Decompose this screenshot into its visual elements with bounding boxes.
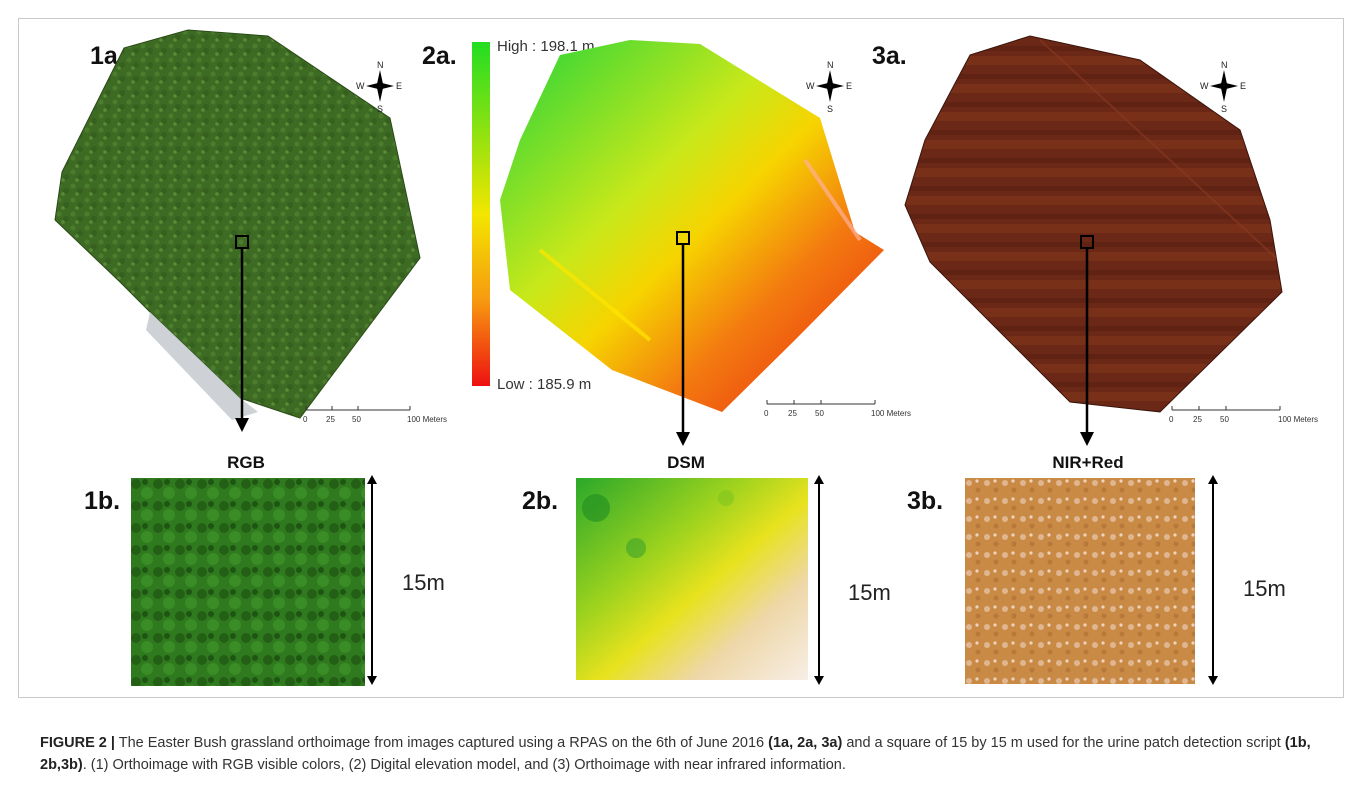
scale-tick-100: 100 Meters [1278,415,1319,424]
panel-label-3a: 3a. [872,42,907,70]
subpanel-title-rgb: RGB [227,453,265,472]
svg-text:E: E [1240,81,1246,91]
figure-label: FIGURE 2 | [40,735,115,751]
scale-tick-25: 25 [1193,415,1202,424]
compass-rose-icon: N S W E [1200,60,1246,114]
scale-bar-2a [766,400,876,405]
nir-orthoimage-map [904,35,1283,446]
caption-text-3: . (1) Orthoimage with RGB visible colors… [82,757,846,773]
compass-e: E [396,81,402,91]
rgb-detail-square [131,478,365,686]
elevation-legend-bar [472,42,490,386]
svg-text:E: E [846,81,852,91]
scale-tick-0: 0 [1169,415,1174,424]
svg-text:W: W [806,81,815,91]
scale-bar-1a [305,406,411,411]
panel-label-3b: 3b. [907,487,944,515]
subpanel-title-dsm: DSM [667,453,705,472]
figure-caption: FIGURE 2 | The Easter Bush grassland ort… [40,732,1340,776]
scale-tick-50: 50 [1220,415,1229,424]
scale-tick-50: 50 [352,415,361,424]
arrow-down-icon [1080,432,1094,446]
panel-label-1b: 1b. [84,487,121,515]
compass-n: N [377,60,384,70]
nir-detail-square [965,478,1195,684]
caption-text-1: The Easter Bush grassland orthoimage fro… [114,735,769,751]
compass-s: S [377,104,383,114]
scale-tick-100: 100 Meters [407,415,448,424]
subpanel-title-nir-red: NIR+Red [1052,453,1124,472]
compass-rose-icon: N S W E [356,60,402,114]
scale-tick-25: 25 [326,415,335,424]
panel-label-2b: 2b. [522,487,559,515]
dimension-arrow-3b [1208,475,1218,685]
svg-text:W: W [1200,81,1209,91]
dsm-elevation-map [500,40,884,446]
dimension-arrow-2b [814,475,824,685]
legend-high: High : 198.1 m [497,38,595,55]
rgb-orthoimage-map [54,29,421,432]
compass-w: W [356,81,365,91]
svg-text:N: N [1221,60,1228,70]
scale-tick-0: 0 [303,415,308,424]
scale-tick-50: 50 [815,409,824,418]
dsm-detail-square [576,478,808,680]
arrow-down-icon [676,432,690,446]
scale-tick-100: 100 Meters [871,409,912,418]
caption-bold-2: (1b, 2b,3b) [40,735,1311,773]
dimension-arrow-1b [367,475,377,685]
legend-low: Low : 185.9 m [497,376,592,393]
compass-rose-icon: N S W E [806,60,852,114]
dimension-label-3b: 15m [1243,576,1286,601]
caption-text-2: and a square of 15 by 15 m used for the … [842,735,1285,751]
dimension-label-1b: 15m [402,570,445,595]
scale-tick-0: 0 [764,409,769,418]
scale-bar-3a [1171,406,1281,411]
svg-text:S: S [1221,104,1227,114]
panel-label-2a: 2a. [422,42,457,70]
dimension-label-2b: 15m [848,580,891,605]
caption-bold-1: (1a, 2a, 3a) [768,735,843,751]
scale-tick-25: 25 [788,409,797,418]
svg-text:S: S [827,104,833,114]
arrow-down-icon [235,418,249,432]
svg-text:N: N [827,60,834,70]
